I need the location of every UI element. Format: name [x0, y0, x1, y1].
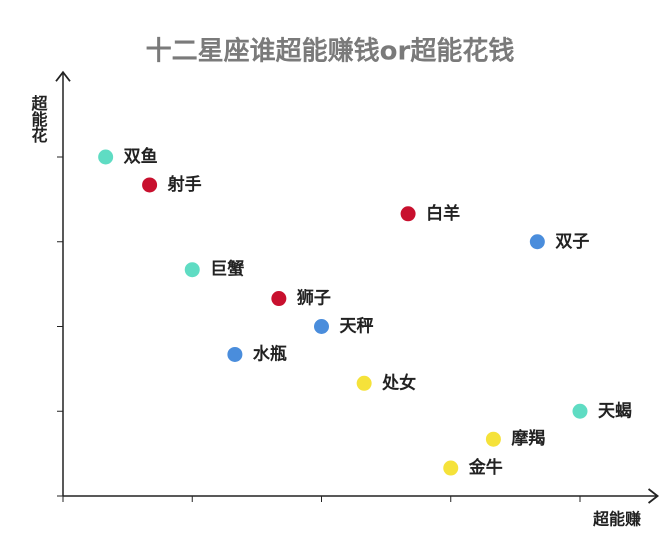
- point-label: 双鱼: [124, 146, 158, 167]
- point: [271, 291, 287, 307]
- point-label: 水瓶: [253, 343, 287, 364]
- point-label: 天蝎: [598, 401, 632, 421]
- x-axis-label: 超能赚: [592, 510, 641, 529]
- point: [142, 177, 158, 193]
- x-arrow: [647, 488, 660, 504]
- point: [227, 346, 243, 362]
- point: [356, 375, 372, 391]
- point: [314, 319, 329, 334]
- point: [98, 149, 114, 165]
- chart-title: 十二星座谁超能赚钱or超能花钱: [146, 36, 515, 67]
- point-label: 摩羯: [511, 428, 545, 449]
- y-arrow: [55, 70, 71, 82]
- point-label: 双子: [555, 232, 589, 252]
- point: [529, 234, 545, 250]
- point: [443, 460, 459, 476]
- point: [572, 403, 588, 419]
- point-label: 处女: [381, 372, 416, 393]
- point: [184, 262, 200, 278]
- point-label: 射手: [167, 174, 202, 195]
- point-label: 狮子: [296, 288, 331, 309]
- point-label: 白羊: [426, 203, 460, 224]
- point-label: 金牛: [468, 457, 503, 478]
- point: [400, 206, 416, 222]
- point: [485, 431, 501, 447]
- y-axis-label: 超能花: [29, 94, 49, 143]
- point-label: 天秤: [340, 317, 374, 337]
- point-label: 巨蟹: [210, 259, 244, 280]
